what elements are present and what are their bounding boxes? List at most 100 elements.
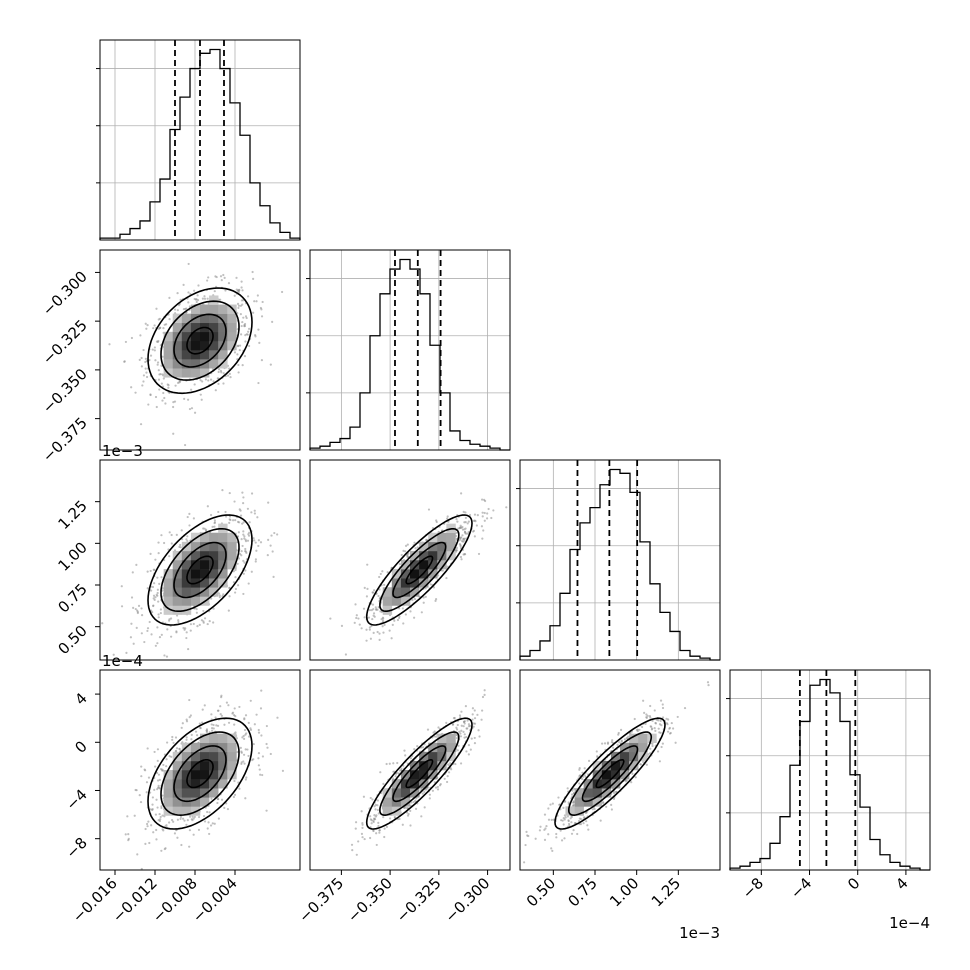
scatter-point xyxy=(445,576,448,580)
scatter-point xyxy=(155,798,158,801)
scatter-point xyxy=(233,500,236,503)
scatter-point xyxy=(370,609,373,612)
scatter-point xyxy=(140,614,144,617)
scatter-point xyxy=(169,617,173,620)
scatter-point xyxy=(244,547,247,551)
scatter-point xyxy=(570,793,574,796)
scatter-point xyxy=(422,601,425,604)
scatter-point xyxy=(247,330,250,333)
scatter-point xyxy=(130,622,133,625)
scatter-point xyxy=(585,820,588,823)
scatter-point xyxy=(393,619,396,622)
scatter-point xyxy=(200,619,204,622)
density-cell xyxy=(163,779,174,789)
scatter-point xyxy=(480,525,484,528)
scatter-point xyxy=(383,835,386,839)
density-cell xyxy=(209,550,219,561)
scatter-point xyxy=(567,822,571,826)
scatter-point xyxy=(210,729,214,732)
scatter-point xyxy=(564,800,567,803)
scatter-point xyxy=(483,511,486,515)
scatter-point xyxy=(193,297,196,301)
scatter-point xyxy=(126,815,129,818)
scatter-point xyxy=(404,754,407,757)
scatter-point xyxy=(467,725,471,728)
density-cell xyxy=(227,331,237,342)
scatter-point xyxy=(152,594,156,597)
scatter-point xyxy=(247,327,251,330)
panel-content xyxy=(350,689,486,856)
scatter-point xyxy=(151,348,154,351)
density-cell xyxy=(218,331,228,342)
density-cell xyxy=(181,587,192,597)
scatter-point xyxy=(706,681,710,684)
scatter-point xyxy=(362,795,366,798)
contour-level-0 xyxy=(186,555,214,585)
scatter-point xyxy=(269,544,272,547)
scatter-point xyxy=(156,363,159,366)
scatter-point xyxy=(459,732,462,735)
density-cell xyxy=(437,742,447,753)
scatter-point xyxy=(603,742,607,745)
density-cell xyxy=(181,560,192,570)
scatter-point xyxy=(139,334,142,337)
scatter-point xyxy=(398,563,401,566)
scatter-point xyxy=(160,576,163,579)
scatter-point xyxy=(457,527,460,530)
contour-level-3 xyxy=(365,514,473,626)
scatter-point xyxy=(666,730,670,733)
scatter-point xyxy=(552,818,555,821)
scatter-point xyxy=(265,742,268,746)
scatter-point xyxy=(639,763,642,766)
scatter-point xyxy=(198,623,201,627)
scatter-point xyxy=(185,738,188,741)
scatter-point xyxy=(163,323,166,326)
density-cell xyxy=(610,779,621,789)
density-cell xyxy=(565,806,575,816)
scatter-point xyxy=(146,825,149,828)
density-cell xyxy=(172,368,183,378)
scatter-point xyxy=(563,814,566,817)
scatter-point xyxy=(201,708,204,711)
scatter-point xyxy=(260,308,263,311)
density-cell xyxy=(209,313,219,324)
scatter-point xyxy=(378,831,381,834)
density-cell xyxy=(446,541,456,552)
scatter-point xyxy=(208,811,211,814)
scatter-point xyxy=(154,813,158,816)
scatter-point xyxy=(572,829,575,832)
scatter-panel-2-0 xyxy=(99,459,301,661)
scatter-point xyxy=(414,807,418,810)
scatter-point xyxy=(166,741,169,744)
scatter-point xyxy=(376,804,379,807)
scatter-point xyxy=(224,515,228,518)
scatter-point xyxy=(144,842,147,845)
scatter-point xyxy=(434,598,438,601)
scatter-point xyxy=(146,324,149,327)
scatter-point xyxy=(233,779,236,783)
density-cell xyxy=(209,532,219,543)
scatter-point xyxy=(202,620,205,623)
scatter-point xyxy=(150,824,153,827)
scatter-point xyxy=(156,576,159,579)
contour-level-1 xyxy=(392,745,447,803)
scatter-point xyxy=(136,609,139,612)
density-cell xyxy=(437,760,447,771)
scatter-point xyxy=(168,318,171,321)
scatter-point xyxy=(464,511,467,514)
scatter-point xyxy=(161,399,164,402)
scatter-point xyxy=(186,539,189,543)
scatter-point xyxy=(465,727,468,730)
panel-frame xyxy=(519,669,721,871)
y-tick-label: −0.375 xyxy=(39,414,91,466)
scatter-point xyxy=(470,737,473,740)
scatter-point xyxy=(649,704,652,708)
scatter-point xyxy=(434,599,437,602)
density-cell xyxy=(181,322,192,333)
scatter-point xyxy=(157,552,160,555)
scatter-point xyxy=(159,815,162,819)
scatter-point xyxy=(471,718,474,721)
scatter-point xyxy=(210,713,213,716)
scatter-point xyxy=(636,728,639,731)
scatter-point xyxy=(242,559,245,562)
